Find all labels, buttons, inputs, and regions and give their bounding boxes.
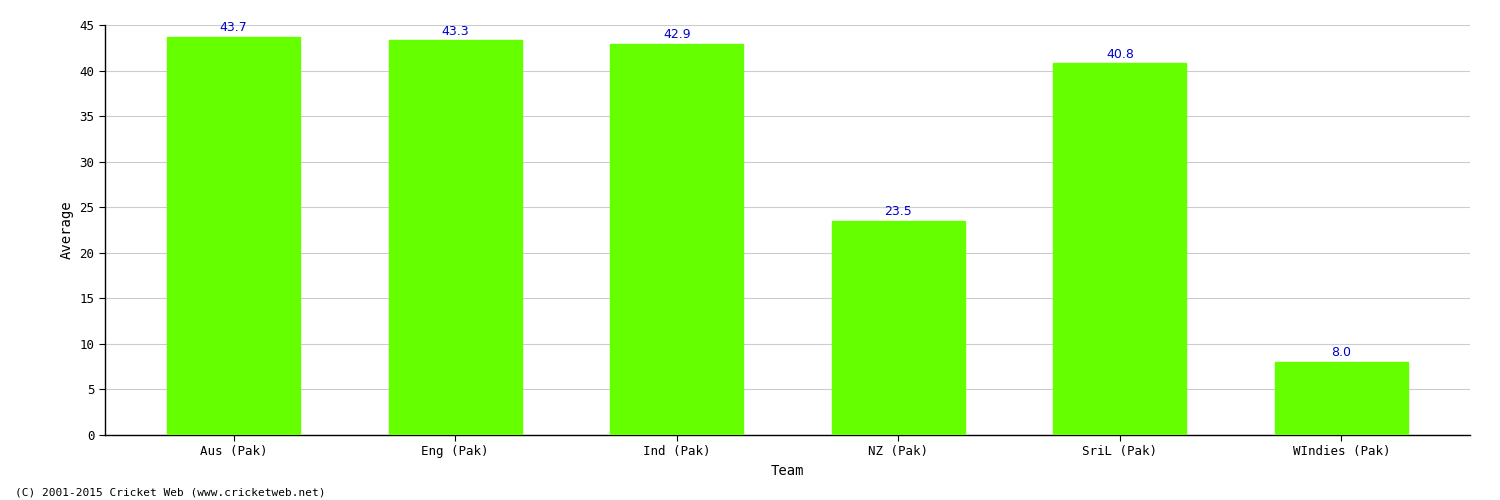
Bar bbox=[833, 221, 964, 435]
Bar bbox=[388, 40, 522, 435]
Y-axis label: Average: Average bbox=[60, 200, 74, 260]
Text: (C) 2001-2015 Cricket Web (www.cricketweb.net): (C) 2001-2015 Cricket Web (www.cricketwe… bbox=[15, 488, 326, 498]
Bar bbox=[1053, 64, 1186, 435]
Text: 42.9: 42.9 bbox=[663, 28, 690, 42]
Text: 43.3: 43.3 bbox=[441, 25, 470, 38]
Bar bbox=[166, 37, 300, 435]
Bar bbox=[1275, 362, 1408, 435]
X-axis label: Team: Team bbox=[771, 464, 804, 478]
Text: 43.7: 43.7 bbox=[219, 21, 248, 34]
Bar bbox=[610, 44, 742, 435]
Text: 40.8: 40.8 bbox=[1106, 48, 1134, 60]
Text: 8.0: 8.0 bbox=[1332, 346, 1352, 360]
Text: 23.5: 23.5 bbox=[885, 205, 912, 218]
